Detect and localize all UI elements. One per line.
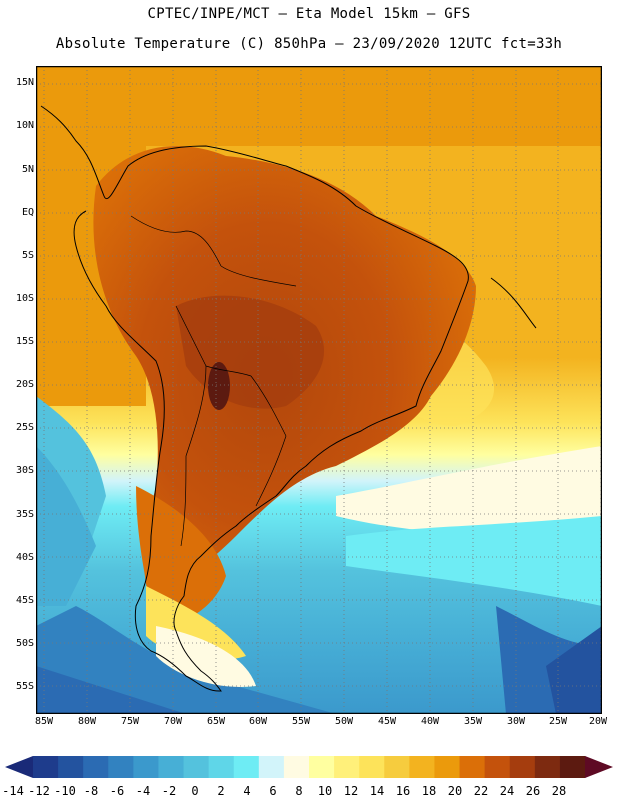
colorbar-label: 2 [217, 784, 225, 798]
hot-spot-max [208, 362, 230, 410]
colorbar-label: -6 [109, 784, 125, 798]
colorbar-label: 0 [191, 784, 199, 798]
colorbar-label: 16 [395, 784, 411, 798]
colorbar-label: 18 [421, 784, 437, 798]
lat-label: 15S [15, 336, 34, 347]
lat-label: 5N [21, 164, 34, 175]
colorbar-swatch [334, 756, 360, 778]
country-borders [130, 215, 297, 547]
colorbar-label: 6 [269, 784, 277, 798]
colorbar-swatch [459, 756, 486, 778]
colorbar-swatch [283, 756, 310, 778]
lon-label: 55W [291, 716, 311, 727]
colorbar-label: -8 [83, 784, 99, 798]
lat-label: 10S [15, 293, 34, 304]
title-line-1: CPTEC/INPE/MCT — Eta Model 15km — GFS [147, 6, 471, 22]
colorbar-swatch [534, 756, 561, 778]
colorbar-swatch [58, 756, 84, 778]
colorbar-swatch [359, 756, 385, 778]
lat-label: 35S [15, 509, 34, 520]
temperature-map [36, 66, 602, 714]
colorbar-high-arrow [585, 756, 613, 778]
map-frame [36, 66, 602, 714]
lon-label: 25W [548, 716, 568, 727]
colorbar [5, 756, 613, 778]
colorbar-swatch [484, 756, 511, 778]
colorbar-label: 4 [243, 784, 251, 798]
lat-label: 15N [15, 77, 34, 88]
lon-label: 20W [588, 716, 608, 727]
colorbar-low-arrow [5, 756, 33, 778]
colorbar-swatch [384, 756, 410, 778]
lat-label: 45S [15, 595, 34, 606]
lat-label: 5S [21, 250, 34, 261]
colorbar-swatch [33, 756, 59, 778]
colorbar-label: 24 [499, 784, 515, 798]
colorbar-swatch [183, 756, 210, 778]
lat-label: 25S [15, 422, 34, 433]
lon-label: 75W [120, 716, 140, 727]
colorbar-label: -2 [161, 784, 177, 798]
colorbar-label: 20 [447, 784, 463, 798]
colorbar-swatch [509, 756, 536, 778]
lon-label: 70W [163, 716, 183, 727]
colorbar-label: 28 [551, 784, 567, 798]
colorbar-swatch [208, 756, 235, 778]
colorbar-swatch [83, 756, 109, 778]
colorbar-swatch [233, 756, 260, 778]
lon-label: 80W [77, 716, 97, 727]
colorbar-label: 8 [295, 784, 303, 798]
colorbar-label: 22 [473, 784, 489, 798]
colorbar-swatch [133, 756, 159, 778]
colorbar-label: -4 [135, 784, 151, 798]
lat-label: 50S [15, 638, 34, 649]
colorbar-swatch [108, 756, 134, 778]
lon-label: 65W [206, 716, 226, 727]
lat-label: EQ [21, 207, 34, 218]
lon-label: 45W [377, 716, 397, 727]
colorbar-swatches [33, 756, 586, 778]
colorbar-swatch [434, 756, 461, 778]
lon-label: 40W [420, 716, 440, 727]
colorbar-label: 12 [343, 784, 359, 798]
lon-label: 50W [334, 716, 354, 727]
lat-label: 30S [15, 465, 34, 476]
colorbar-label: -10 [54, 784, 76, 798]
colorbar-swatch [309, 756, 335, 778]
colorbar-swatch [158, 756, 185, 778]
lon-label: 85W [34, 716, 54, 727]
colorbar-label: 10 [317, 784, 333, 798]
title-line-2: Absolute Temperature (C) 850hPa — 23/09/… [55, 36, 563, 52]
colorbar-swatch [409, 756, 435, 778]
colorbar-label: -12 [28, 784, 50, 798]
colorbar-swatch [258, 756, 285, 778]
colorbar-swatch [559, 756, 586, 778]
lat-label: 20S [15, 379, 34, 390]
lon-label: 60W [248, 716, 268, 727]
lat-label: 40S [15, 552, 34, 563]
colorbar-label: 14 [369, 784, 385, 798]
lon-label: 30W [506, 716, 526, 727]
colorbar-label: 26 [525, 784, 541, 798]
lat-label: 10N [15, 120, 34, 131]
coastline [40, 105, 537, 692]
colorbar-label: -14 [2, 784, 24, 798]
lon-label: 35W [463, 716, 483, 727]
lat-label: 55S [15, 681, 34, 692]
